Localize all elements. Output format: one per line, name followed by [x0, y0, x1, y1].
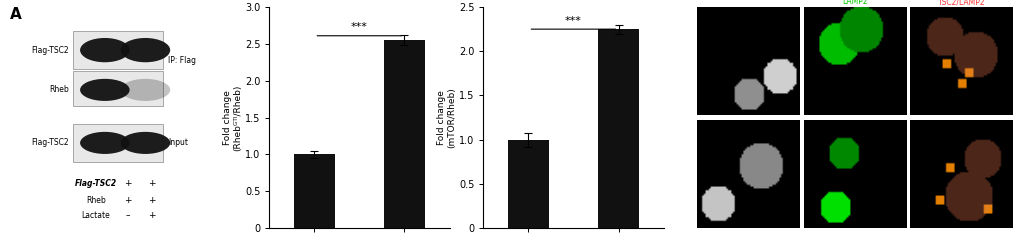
Bar: [294, 154, 335, 228]
Text: Input: Input: [168, 138, 188, 147]
Text: Flag-TSC2: Flag-TSC2: [31, 46, 69, 55]
Text: +: +: [148, 212, 155, 220]
Text: +: +: [124, 179, 131, 188]
Title: TSC2: TSC2: [739, 0, 758, 6]
Text: Flag-TSC2: Flag-TSC2: [31, 138, 69, 147]
Ellipse shape: [80, 132, 130, 154]
Text: ***: ***: [351, 22, 368, 32]
Y-axis label: Serum (-): Serum (-): [663, 44, 669, 77]
FancyBboxPatch shape: [74, 71, 164, 106]
Text: A: A: [10, 7, 21, 22]
Ellipse shape: [80, 38, 130, 62]
Text: C: C: [438, 0, 449, 3]
Text: Lactate: Lactate: [82, 212, 110, 220]
Bar: [385, 40, 425, 228]
Text: Rheb: Rheb: [86, 196, 105, 205]
Ellipse shape: [121, 38, 170, 62]
Text: Serum (-): Serum (-): [665, 44, 672, 77]
Bar: [598, 29, 638, 228]
Text: ***: ***: [565, 16, 582, 26]
Ellipse shape: [121, 79, 170, 101]
FancyBboxPatch shape: [74, 124, 164, 162]
Text: –: –: [125, 212, 130, 220]
Y-axis label: Fold change
(Rhebᴳᵀᴵ/Rheb): Fold change (Rhebᴳᵀᴵ/Rheb): [223, 84, 242, 151]
Text: B: B: [224, 0, 236, 3]
Bar: [508, 140, 548, 228]
Ellipse shape: [80, 79, 130, 101]
Title: TSC2/LAMP2: TSC2/LAMP2: [938, 0, 985, 6]
Y-axis label: Fold change
(mTOR/Rheb): Fold change (mTOR/Rheb): [437, 87, 456, 148]
Text: Rheb: Rheb: [49, 85, 69, 94]
Text: IP: Flag: IP: Flag: [168, 55, 196, 65]
Text: Serum (-)
+ Lactate: Serum (-) + Lactate: [658, 157, 672, 191]
Ellipse shape: [121, 132, 170, 154]
FancyBboxPatch shape: [74, 31, 164, 69]
Text: Flag-TSC2: Flag-TSC2: [75, 179, 117, 188]
Text: +: +: [148, 196, 155, 205]
Text: D: D: [698, 0, 710, 3]
Title: LAMP2: LAMP2: [842, 0, 868, 6]
Y-axis label: Serum (-)
+ Lactate: Serum (-) + Lactate: [0, 157, 7, 191]
Text: +: +: [124, 196, 131, 205]
Text: +: +: [148, 179, 155, 188]
